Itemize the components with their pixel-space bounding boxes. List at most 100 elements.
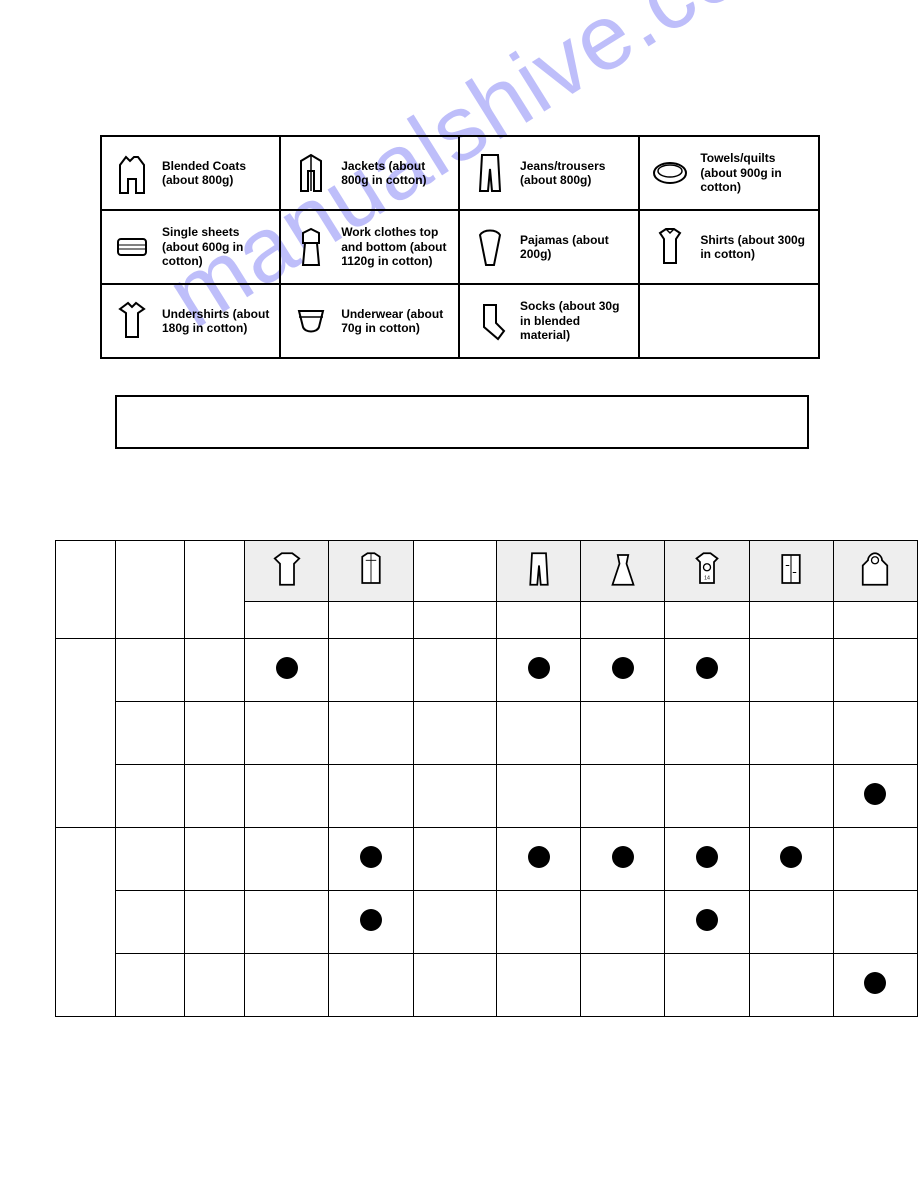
matrix-row-sublabel [185, 828, 245, 891]
weights-cell: Underwear (about 70g in cotton) [280, 284, 459, 358]
dot-icon [528, 657, 550, 679]
matrix-row-sublabel [185, 891, 245, 954]
matrix-header-sport [665, 541, 749, 602]
matrix-row-label [115, 828, 185, 891]
trousers-icon [466, 149, 514, 197]
matrix-corner [56, 541, 116, 639]
matrix-cell [245, 954, 329, 1017]
jacket-icon [287, 149, 335, 197]
weights-cell: Jackets (about 800g in cotton) [280, 136, 459, 210]
matrix-cell [749, 891, 833, 954]
matrix-cell [749, 765, 833, 828]
matrix-cell [833, 765, 917, 828]
dot-icon [360, 909, 382, 931]
shirt-icon [646, 223, 694, 271]
dot-icon [696, 846, 718, 868]
matrix-cell [833, 954, 917, 1017]
matrix-row-label [115, 702, 185, 765]
tshirt-icon [266, 548, 308, 590]
underwear-icon [287, 297, 335, 345]
socks-icon [466, 297, 514, 345]
matrix-row-label [115, 954, 185, 1017]
weights-cell: Towels/quilts (about 900g in cotton) [639, 136, 819, 210]
matrix-cell [329, 828, 413, 891]
weights-label: Jackets (about 800g in cotton) [341, 159, 452, 188]
matrix-cell [749, 954, 833, 1017]
hoodie-icon [854, 548, 896, 590]
weights-label: Undershirts (about 180g in cotton) [162, 307, 273, 336]
matrix-cell [665, 828, 749, 891]
matrix-cell [665, 639, 749, 702]
matrix-cell [749, 639, 833, 702]
dot-icon [528, 846, 550, 868]
manual-page: manualshive.com Blended Coats (about 800… [0, 0, 918, 1188]
matrix-cell [581, 828, 665, 891]
matrix-cell [413, 828, 496, 891]
matrix-cell [749, 702, 833, 765]
matrix-header-trousers [497, 541, 581, 602]
weights-label: Work clothes top and bottom (about 1120g… [341, 225, 452, 268]
dot-icon [276, 657, 298, 679]
matrix-row-label [115, 639, 185, 702]
matrix-subheader [749, 602, 833, 639]
matrix-cell [833, 891, 917, 954]
dot-icon [780, 846, 802, 868]
weights-cell: Shirts (about 300g in cotton) [639, 210, 819, 284]
matrix-header-hoodie [833, 541, 917, 602]
matrix-cell [245, 639, 329, 702]
matrix-header-empty [413, 541, 496, 602]
matrix-header-longshirt [329, 541, 413, 602]
weights-cell: Pajamas (about 200g) [459, 210, 639, 284]
sheet-icon [108, 223, 156, 271]
matrix-cell [665, 765, 749, 828]
workwear-icon [287, 223, 335, 271]
matrix-cell [497, 828, 581, 891]
matrix-cell [413, 954, 496, 1017]
matrix-header-pajamas2 [749, 541, 833, 602]
matrix-cell [749, 828, 833, 891]
dot-icon [612, 657, 634, 679]
clothing-weights-table: Blended Coats (about 800g) Jackets (about… [100, 135, 820, 359]
matrix-cell [497, 639, 581, 702]
matrix-row-sublabel [185, 765, 245, 828]
matrix-cell [833, 639, 917, 702]
matrix-cell [665, 891, 749, 954]
matrix-cell [581, 639, 665, 702]
matrix-corner [115, 541, 185, 639]
matrix-header-tshirt [245, 541, 329, 602]
matrix-cell [413, 639, 496, 702]
empty-rule-box [115, 395, 809, 449]
pajamas2-icon [770, 548, 812, 590]
dot-icon [696, 657, 718, 679]
matrix-cell [665, 954, 749, 1017]
weights-cell: Blended Coats (about 800g) [101, 136, 280, 210]
matrix-cell [245, 702, 329, 765]
weights-cell: Socks (about 30g in blended material) [459, 284, 639, 358]
matrix-cell [581, 954, 665, 1017]
matrix-cell [665, 702, 749, 765]
matrix-row-sublabel [185, 702, 245, 765]
matrix-cell [245, 765, 329, 828]
program-matrix-table [55, 540, 918, 1017]
weights-label: Blended Coats (about 800g) [162, 159, 273, 188]
weights-cell [639, 284, 819, 358]
matrix-group-label [56, 828, 116, 1017]
matrix-cell [329, 891, 413, 954]
matrix-cell [581, 891, 665, 954]
matrix-cell [581, 765, 665, 828]
weights-label: Shirts (about 300g in cotton) [700, 233, 812, 262]
matrix-subheader [413, 602, 496, 639]
matrix-row-label [115, 765, 185, 828]
weights-label: Towels/quilts (about 900g in cotton) [700, 151, 812, 194]
matrix-cell [833, 702, 917, 765]
weights-cell: Single sheets (about 600g in cotton) [101, 210, 280, 284]
dress-icon [602, 548, 644, 590]
matrix-cell [497, 891, 581, 954]
weights-label: Jeans/trousers (about 800g) [520, 159, 632, 188]
matrix-row-sublabel [185, 954, 245, 1017]
matrix-cell [329, 954, 413, 1017]
matrix-subheader [665, 602, 749, 639]
matrix-cell [497, 954, 581, 1017]
matrix-subheader [497, 602, 581, 639]
matrix-cell [329, 765, 413, 828]
